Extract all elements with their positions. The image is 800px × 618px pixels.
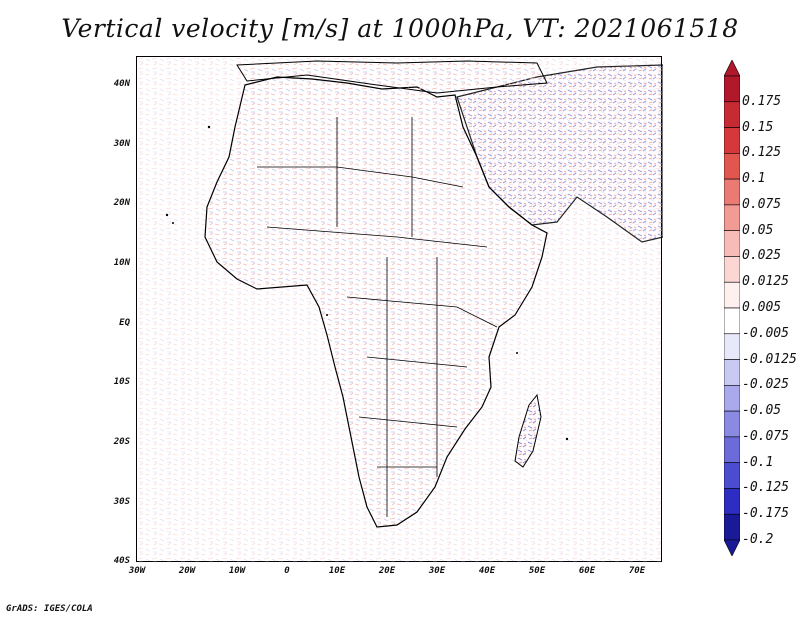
x-tick-label: 50E	[528, 566, 546, 576]
grads-credit: GrADS: IGES/COLA	[6, 604, 93, 614]
y-tick-label: 30N	[113, 139, 130, 149]
colorbar-segment	[724, 488, 740, 515]
x-tick-label: 30W	[128, 566, 146, 576]
x-tick-label: 20E	[378, 566, 396, 576]
colorbar-segment	[724, 75, 740, 103]
colorbar-segment	[724, 256, 740, 283]
colorbar-label: 0.15	[742, 119, 774, 135]
colorbar-label: -0.075	[742, 428, 789, 444]
colorbar-segment	[724, 281, 740, 309]
colorbar-segment	[724, 127, 740, 154]
colorbar-segment	[724, 359, 740, 386]
colorbar-label: 0.0125	[742, 274, 789, 290]
colorbar-segment	[724, 101, 740, 128]
colorbar-segment	[724, 462, 740, 489]
colorbar-segment	[724, 307, 740, 335]
y-tick-label: 30S	[113, 497, 130, 507]
colorbar-segment	[724, 436, 740, 463]
x-tick-label: 20W	[178, 566, 196, 576]
colorbar-label: -0.005	[742, 325, 789, 341]
colorbar-segment	[724, 204, 740, 231]
x-tick-label: 30E	[428, 566, 446, 576]
map-panel	[136, 56, 663, 563]
colorbar-top-arrow	[724, 60, 740, 77]
x-tick-label: 0	[284, 566, 290, 576]
island-marks	[165, 125, 569, 441]
x-tick-label: 70E	[628, 566, 646, 576]
arabia-landmass	[456, 64, 663, 243]
colorbar-label: 0.05	[742, 222, 774, 238]
colorbar-label: -0.05	[742, 403, 782, 419]
colorbar-label: 0.025	[742, 248, 782, 264]
colorbar-label: -0.2	[742, 532, 774, 547]
y-tick-label: 20N	[113, 198, 130, 208]
x-tick-label: 10W	[228, 566, 246, 576]
madagascar-landmass	[514, 393, 542, 468]
y-tick-label: 10N	[113, 258, 130, 268]
europe-landmass	[236, 60, 548, 94]
colorbar-segment	[724, 333, 740, 360]
colorbar-label: 0.005	[742, 300, 782, 315]
y-tick-label: EQ	[119, 318, 130, 328]
colorbar-label: -0.025	[742, 377, 789, 393]
country-borders	[257, 117, 498, 517]
colorbar-bottom-arrow	[724, 539, 740, 556]
map-canvas	[137, 57, 663, 563]
colorbar-segment	[724, 513, 740, 541]
colorbar-label: 0.125	[742, 145, 782, 161]
colorbar-label: 0.175	[742, 93, 782, 109]
colorbar-segment	[724, 153, 740, 180]
colorbar-label: -0.1	[742, 454, 774, 470]
colorbar-label: 0.1	[742, 171, 766, 187]
colorbar-segment	[724, 178, 740, 206]
colorbar	[724, 60, 740, 556]
colorbar-segment	[724, 385, 740, 412]
colorbar-label: -0.125	[742, 480, 789, 496]
colorbar-segment	[724, 410, 740, 438]
colorbar-label: -0.0125	[742, 351, 797, 367]
x-tick-label: 10E	[328, 566, 346, 576]
y-tick-label: 20S	[113, 437, 130, 447]
colorbar-segment	[724, 230, 740, 257]
y-tick-label: 40N	[113, 79, 130, 89]
colorbar-label: -0.175	[742, 506, 789, 522]
africa-landmass	[204, 76, 548, 528]
chart-title: Vertical velocity [m/s] at 1000hPa, VT: …	[61, 14, 739, 43]
x-tick-label: 40E	[478, 566, 496, 576]
x-tick-label: 60E	[578, 566, 596, 576]
y-tick-label: 40S	[113, 556, 130, 566]
y-tick-label: 10S	[113, 377, 130, 387]
colorbar-label: 0.075	[742, 196, 782, 212]
